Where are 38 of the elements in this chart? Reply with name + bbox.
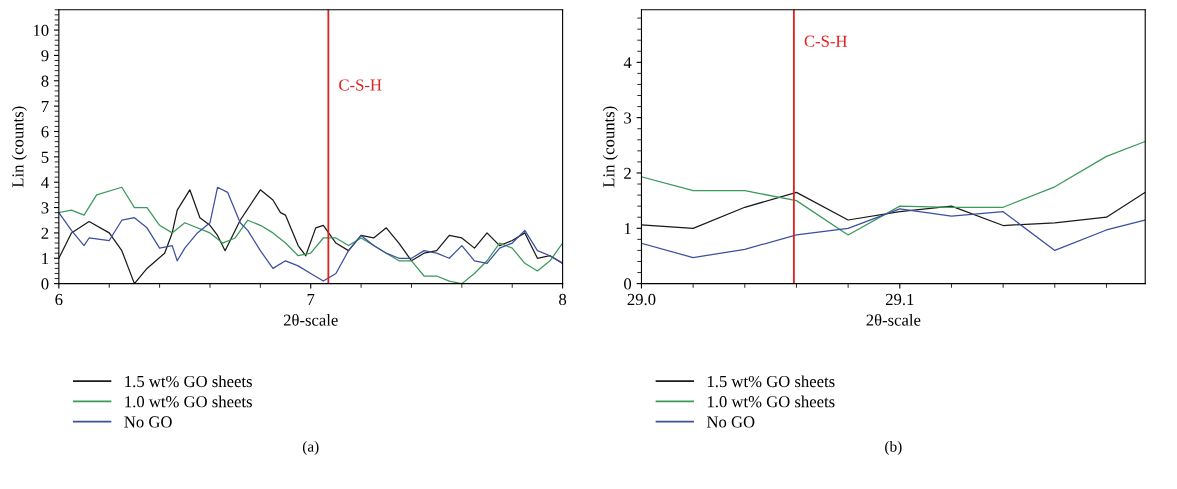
y-tick-label: 4 [41,177,49,188]
y-tick-label: 10 [33,24,49,37]
y-tick-label: 5 [41,151,49,163]
legend-label: 1.5 wt% GO sheets [707,375,835,388]
x-tick-label: 29.1 [885,293,914,306]
y-tick-label: 2 [624,167,631,179]
x-tick-label: 6 [55,293,63,306]
legend-label: 1.0 wt% GO sheets [125,395,252,408]
y-tick-label: 0 [624,278,632,290]
legend-label: No GO [706,416,755,428]
x-tick-label: 8 [559,293,567,306]
legend-label: 1.5 wt% GO sheets [125,375,252,388]
x-tick-label: 29.0 [627,293,656,306]
y-tick-label: 8 [41,75,49,87]
y-tick-label: 7 [41,101,49,112]
x-tick-label: 7 [307,293,315,305]
x-axis-title: 2θ-scale [283,313,338,326]
y-tick-label: 1 [42,253,49,265]
y-tick-label: 2 [41,227,49,239]
text: (a) [302,441,319,455]
legend-label: 1.0 wt% GO sheets [707,395,835,408]
line-series [641,140,1146,236]
y-tick-label: 1 [624,223,631,235]
y-axis-title: Lin (counts) [11,106,27,188]
line-series [641,208,1146,259]
line-series [641,191,1146,229]
ref-line-label: C-S-H [804,35,847,47]
y-tick-label: 9 [41,50,49,62]
legend-label: No GO [124,416,172,428]
y-tick-label: 4 [623,57,632,69]
x-axis-title: 2θ-scale [866,313,921,326]
y-tick-label: 0 [41,278,49,290]
y-tick-label: 3 [624,112,632,124]
y-tick-label: 6 [41,126,49,138]
text: (b) [885,441,902,455]
y-axis-title: Lin (counts) [602,106,618,188]
ref-line-label: C-S-H [339,79,382,91]
y-tick-label: 3 [41,202,49,214]
